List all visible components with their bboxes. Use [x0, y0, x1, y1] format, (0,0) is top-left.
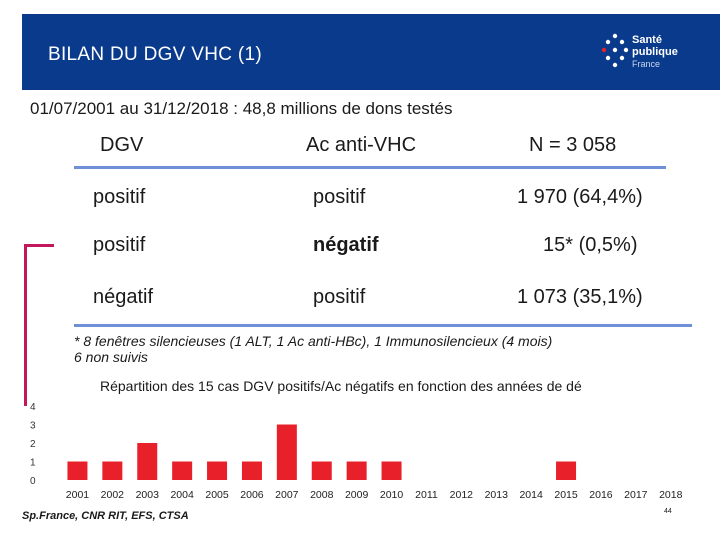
- x-tick-label: 2008: [310, 489, 334, 501]
- row3-n: 1 073 (35,1%): [517, 286, 643, 308]
- row2-bracket: [24, 244, 54, 406]
- x-tick-label: 2009: [345, 489, 369, 501]
- bar-2004: [172, 461, 193, 480]
- column-header-ac: Ac anti-VHC: [306, 134, 417, 156]
- x-tick-label: 2004: [170, 489, 194, 501]
- x-tick-label: 2017: [624, 489, 648, 501]
- page-number: 44: [664, 508, 672, 515]
- x-tick-label: 2014: [519, 489, 543, 501]
- bar-chart: 0 1 2 3 4 2001 2002 2003 2004 2005 2006 2007 2008 200…: [30, 402, 683, 501]
- bar-2003: [137, 443, 158, 480]
- row1-dgv: positif: [93, 186, 146, 208]
- row3-ac: positif: [313, 286, 366, 308]
- row2-dgv: positif: [93, 234, 146, 256]
- bar-2007: [276, 424, 297, 480]
- logo-text: Santé publique France: [632, 34, 678, 69]
- bar-2005: [207, 461, 228, 480]
- bar-2006: [241, 461, 262, 480]
- x-tick-label: 2005: [205, 489, 229, 501]
- bar-2008: [311, 461, 332, 480]
- logo-dots-icon: [601, 33, 629, 68]
- x-tick-label: 2001: [66, 489, 90, 501]
- footnote: * 8 fenêtres silencieuses (1 ALT, 1 Ac a…: [74, 333, 553, 365]
- x-tick-label: 2002: [101, 489, 125, 501]
- x-tick-label: 2011: [415, 489, 438, 501]
- column-header-dgv: DGV: [100, 134, 144, 156]
- x-tick-label: 2016: [589, 489, 613, 501]
- x-tick-label: 2013: [485, 489, 509, 501]
- row1-n: 1 970 (64,4%): [517, 186, 643, 208]
- y-tick-label: 3: [30, 421, 36, 432]
- x-tick-label: 2015: [554, 489, 578, 501]
- chart-title: Répartition des 15 cas DGV positifs/Ac n…: [100, 378, 582, 394]
- row2-n: 15* (0,5%): [543, 234, 638, 256]
- y-tick-label: 0: [30, 476, 36, 487]
- y-tick-label: 4: [30, 402, 36, 413]
- period-statement: 01/07/2001 au 31/12/2018 : 48,8 millions…: [30, 99, 453, 118]
- y-tick-label: 2: [30, 439, 36, 450]
- x-tick-label: 2018: [659, 489, 683, 501]
- row1-ac: positif: [313, 186, 366, 208]
- row3-dgv: négatif: [93, 286, 154, 308]
- top-divider: [74, 166, 666, 169]
- sante-publique-logo: Santé publique France: [600, 28, 710, 78]
- column-header-n: N = 3 058: [529, 134, 617, 156]
- x-tick-label: 2006: [240, 489, 264, 501]
- bar-2010: [381, 461, 402, 480]
- x-tick-label: 2003: [136, 489, 160, 501]
- source-credit: Sp.France, CNR RIT, EFS, CTSA: [22, 510, 189, 522]
- bar-2001: [67, 461, 88, 480]
- bar-2015: [556, 461, 577, 480]
- title-banner: BILAN DU DGV VHC (1) Santé publique Fran…: [22, 14, 720, 90]
- x-tick-label: 2012: [450, 489, 474, 501]
- x-tick-label: 2010: [380, 489, 404, 501]
- x-tick-label: 2007: [275, 489, 299, 501]
- y-tick-label: 1: [30, 458, 36, 469]
- bar-2009: [346, 461, 367, 480]
- slide-title: BILAN DU DGV VHC (1): [48, 44, 262, 65]
- bottom-divider: [74, 324, 692, 327]
- bar-2002: [102, 461, 123, 480]
- row2-ac: négatif: [313, 234, 379, 256]
